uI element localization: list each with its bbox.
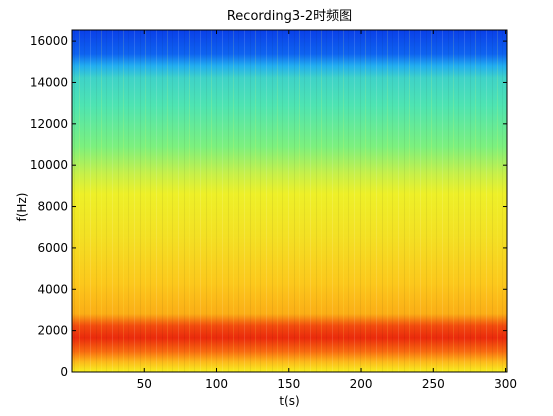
axes [71, 29, 508, 373]
x-tick-label: 250 [422, 377, 445, 391]
heatmap-area [72, 30, 507, 372]
x-axis-ticks: 50 100 150 200 250 300 [137, 30, 517, 391]
y-tick-label: 12000 [30, 117, 68, 131]
x-tick-label: 300 [494, 377, 517, 391]
y-axis-label: f(Hz) [15, 192, 29, 222]
x-tick-label: 200 [350, 377, 373, 391]
y-tick-label: 0 [60, 365, 68, 379]
x-tick-label: 50 [137, 377, 152, 391]
y-tick-label: 16000 [30, 34, 68, 48]
plot-frame [71, 29, 508, 373]
y-tick-label: 14000 [30, 75, 68, 89]
y-tick-label: 8000 [37, 200, 68, 214]
chart-title: Recording3-2时频图 [226, 9, 353, 24]
y-axis-ticks: 0 2000 4000 6000 8000 10000 12000 14000 16000 [30, 34, 507, 379]
spectrogram-texture [72, 30, 507, 372]
y-tick-label: 6000 [37, 241, 68, 255]
x-tick-label: 100 [205, 377, 228, 391]
x-axis-label: t(s) [279, 394, 300, 408]
y-tick-label: 4000 [37, 282, 68, 296]
y-tick-label: 2000 [37, 324, 68, 338]
x-tick-label: 150 [277, 377, 300, 391]
y-tick-label: 10000 [30, 158, 68, 172]
